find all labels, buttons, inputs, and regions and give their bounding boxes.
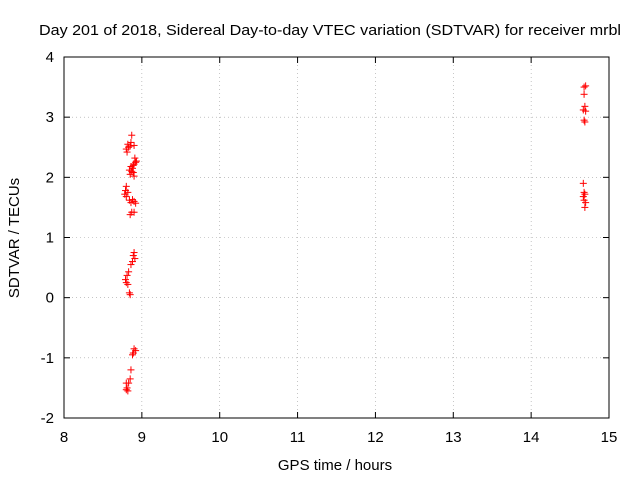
data-point	[131, 154, 139, 162]
data-point	[129, 196, 137, 204]
data-point	[579, 193, 587, 201]
data-point	[129, 351, 137, 359]
plot-frame	[63, 56, 610, 419]
data-point	[126, 211, 134, 219]
data-point	[126, 375, 134, 383]
chart-title: Day 201 of 2018, Sidereal Day-to-day VTE…	[39, 22, 621, 39]
y-tick-label: -2	[41, 410, 54, 427]
data-point	[581, 102, 589, 110]
data-point	[130, 345, 138, 353]
data-point	[129, 164, 137, 172]
data-point	[130, 208, 138, 216]
data-point	[580, 116, 588, 124]
y-tick-label: 1	[46, 230, 54, 247]
data-point	[129, 258, 137, 266]
data-point	[128, 131, 136, 139]
x-tick-label: 13	[445, 429, 462, 446]
data-point	[124, 188, 132, 196]
data-point	[122, 193, 130, 201]
data-point	[125, 268, 133, 276]
y-axis-label: SDTVAR / TECUs	[6, 178, 23, 298]
y-tick-label: -1	[41, 350, 54, 367]
data-point	[122, 279, 130, 287]
data-point	[124, 387, 132, 395]
x-tick-label: 15	[601, 429, 618, 446]
data-point	[130, 197, 138, 205]
x-tick-label: 11	[290, 429, 306, 446]
data-point	[580, 90, 588, 98]
data-point	[129, 349, 137, 357]
data-point	[582, 82, 590, 90]
y-tick-label: 0	[46, 290, 54, 307]
x-tick-label: 12	[367, 429, 384, 446]
x-axis-label: GPS time / hours	[278, 457, 392, 474]
data-point	[130, 160, 138, 168]
data-point	[125, 289, 133, 297]
y-tick-label: 4	[46, 49, 54, 66]
x-tick-label: 8	[60, 429, 68, 446]
data-point	[582, 199, 590, 207]
data-point	[126, 291, 134, 299]
data-point	[125, 166, 133, 174]
data-point	[579, 179, 587, 187]
y-tick-label: 3	[46, 109, 54, 126]
data-point	[130, 141, 138, 149]
data-point	[126, 142, 134, 150]
data-point	[581, 203, 589, 211]
data-point	[123, 148, 131, 156]
data-point	[580, 83, 588, 91]
data-point	[123, 271, 131, 279]
y-tick-label: 2	[46, 169, 54, 186]
data-point	[127, 261, 135, 269]
data-point	[581, 118, 589, 126]
data-point	[130, 172, 138, 180]
x-tick-label: 14	[523, 429, 540, 446]
data-point	[122, 145, 130, 153]
grid-lines	[64, 57, 609, 418]
data-point	[129, 169, 137, 177]
data-point	[124, 280, 132, 288]
data-point	[122, 386, 130, 394]
x-tick-label: 9	[138, 429, 146, 446]
data-point	[582, 107, 590, 115]
data-point	[127, 138, 135, 146]
data-point	[130, 249, 138, 257]
data-point	[127, 199, 135, 207]
x-tick-label: 10	[211, 429, 228, 446]
data-point	[129, 252, 137, 260]
data-point	[122, 182, 130, 190]
data-point	[122, 276, 130, 284]
data-point	[580, 188, 588, 196]
data-points	[121, 82, 590, 395]
data-point	[123, 384, 131, 392]
data-point	[132, 199, 140, 207]
data-point	[126, 170, 134, 178]
data-point	[127, 366, 135, 374]
data-point	[122, 379, 130, 387]
